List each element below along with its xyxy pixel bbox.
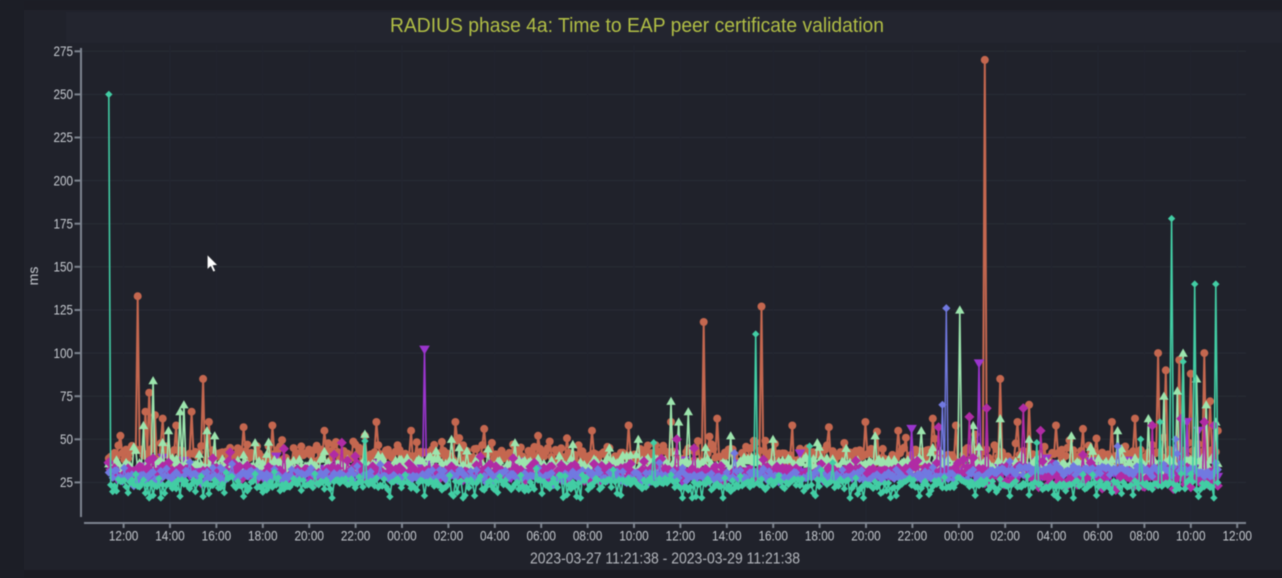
svg-text:2023-03-27 11:21:38 - 2023-03-: 2023-03-27 11:21:38 - 2023-03-29 11:21:3… [530,551,800,568]
svg-text:06:00: 06:00 [1083,528,1113,544]
svg-text:10:00: 10:00 [1176,528,1206,544]
svg-text:10:00: 10:00 [619,528,649,544]
svg-text:22:00: 22:00 [898,528,928,544]
svg-text:16:00: 16:00 [758,528,788,544]
svg-text:14:00: 14:00 [712,528,742,544]
svg-text:18:00: 18:00 [248,528,278,544]
svg-text:00:00: 00:00 [944,528,974,544]
svg-text:18:00: 18:00 [805,528,835,544]
svg-text:12:00: 12:00 [109,528,139,544]
svg-text:12:00: 12:00 [666,528,696,544]
svg-text:50: 50 [60,431,73,447]
svg-text:04:00: 04:00 [1037,528,1067,544]
svg-text:04:00: 04:00 [480,528,510,544]
svg-text:06:00: 06:00 [526,528,556,544]
svg-text:25: 25 [60,474,73,490]
svg-text:100: 100 [54,345,74,361]
svg-text:08:00: 08:00 [1130,528,1160,544]
svg-text:150: 150 [54,259,74,275]
svg-text:02:00: 02:00 [434,528,464,544]
svg-text:200: 200 [54,172,74,188]
svg-text:12:00: 12:00 [1222,528,1252,544]
svg-text:275: 275 [54,43,74,59]
svg-text:00:00: 00:00 [387,528,417,544]
svg-text:16:00: 16:00 [202,528,232,544]
svg-text:225: 225 [54,129,74,145]
svg-text:20:00: 20:00 [851,528,881,544]
svg-text:08:00: 08:00 [573,528,603,544]
svg-text:20:00: 20:00 [294,528,324,544]
svg-text:75: 75 [60,388,73,404]
svg-text:RADIUS phase 4a: Time to EAP p: RADIUS phase 4a: Time to EAP peer certif… [390,15,884,37]
svg-text:14:00: 14:00 [155,528,185,544]
svg-text:22:00: 22:00 [341,528,371,544]
svg-text:175: 175 [54,215,74,231]
svg-text:ms: ms [25,267,41,286]
svg-text:02:00: 02:00 [990,528,1020,544]
svg-text:125: 125 [54,302,74,318]
svg-text:250: 250 [54,86,74,102]
